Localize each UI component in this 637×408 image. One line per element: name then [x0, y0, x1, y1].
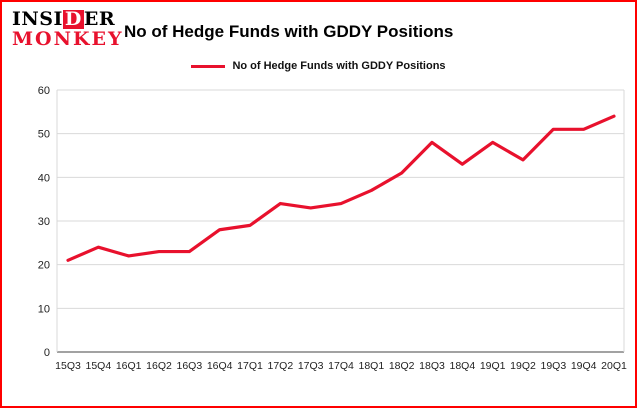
- y-tick-label: 30: [38, 216, 50, 228]
- x-tick-label: 16Q2: [146, 360, 172, 372]
- x-tick-label: 19Q3: [540, 360, 566, 372]
- x-tick-label: 16Q4: [207, 360, 233, 372]
- logo-insider-text: INSI D ER: [12, 10, 124, 29]
- legend-label: No of Hedge Funds with GDDY Positions: [232, 60, 446, 72]
- logo-text-post: ER: [83, 8, 116, 30]
- x-tick-label: 16Q3: [176, 360, 202, 372]
- x-tick-label: 18Q2: [389, 360, 415, 372]
- x-tick-label: 17Q4: [328, 360, 354, 372]
- x-tick-label: 15Q3: [55, 360, 81, 372]
- y-tick-label: 50: [38, 129, 50, 141]
- chart-area: 0 10 20 30 40 50 60 15Q3 15Q4 16Q1 16Q2 16Q3 16Q4 17Q…: [4, 78, 635, 406]
- x-tick-label: 16Q1: [116, 360, 142, 372]
- insider-monkey-logo: INSI D ER MONKEY: [12, 10, 124, 49]
- x-tick-label: 19Q1: [480, 360, 506, 372]
- series-line-gddy: [66, 114, 616, 262]
- legend-line-swatch: [191, 64, 226, 68]
- x-tick-label: 19Q4: [571, 360, 597, 372]
- logo-text-pre: INSI: [12, 8, 63, 30]
- x-tick-label: 15Q4: [85, 360, 111, 372]
- y-tick-label: 20: [38, 260, 50, 272]
- y-tick-label: 60: [38, 85, 50, 97]
- x-tick-label: 17Q2: [267, 360, 293, 372]
- x-tick-label: 17Q3: [298, 360, 324, 372]
- x-tick-label: 17Q1: [237, 360, 263, 372]
- x-tick-label: 20Q1: [601, 360, 627, 372]
- y-tick-label: 10: [38, 303, 50, 315]
- y-tick-label: 0: [44, 347, 50, 359]
- logo-highlight-letter: D: [62, 8, 84, 30]
- page-title: No of Hedge Funds with GDDY Positions: [124, 22, 454, 41]
- x-tick-label: 19Q2: [510, 360, 536, 372]
- x-tick-label: 18Q1: [358, 360, 384, 372]
- x-tick-label: 18Q3: [419, 360, 445, 372]
- y-tick-label: 40: [38, 172, 50, 184]
- hedge-funds-line-chart: 0 10 20 30 40 50 60 15Q3 15Q4 16Q1 16Q2 16Q3 16Q4 17Q…: [38, 85, 627, 372]
- x-tick-label: 18Q4: [449, 360, 475, 372]
- logo-monkey-text: MONKEY: [12, 28, 124, 50]
- chart-legend: No of Hedge Funds with GDDY Positions: [2, 60, 635, 72]
